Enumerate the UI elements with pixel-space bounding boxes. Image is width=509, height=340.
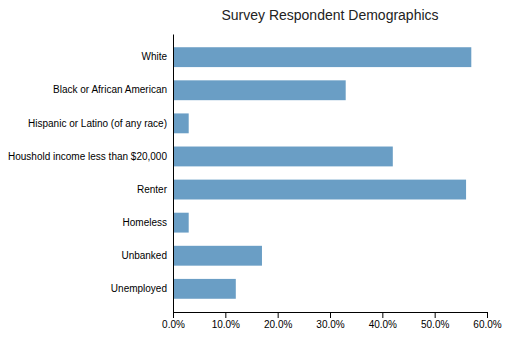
chart: 0.0% 10.0% 20.0% 30.0% 40.0% 50.0% 60.0% Unempl…	[0, 0, 509, 340]
y-tick-label: Houshold income less than $20,000	[8, 151, 167, 162]
x-tick: 0.0%	[162, 312, 185, 330]
y-tick: Houshold income less than $20,000	[8, 151, 173, 162]
x-tick-mark	[487, 312, 488, 318]
x-tick-label: 10.0%	[212, 319, 240, 330]
x-tick: 30.0%	[316, 312, 344, 330]
y-axis: Unemployed Unbanked Homeless Renter Houshold…	[8, 35, 174, 313]
y-tick-label: Black or African American	[53, 84, 167, 95]
y-tick: Homeless	[123, 217, 173, 228]
x-tick-mark	[435, 312, 436, 318]
x-tick: 10.0%	[212, 312, 240, 330]
bar	[173, 213, 189, 233]
bar	[173, 279, 236, 299]
y-tick-label: Hispanic or Latino (of any race)	[28, 118, 167, 129]
y-tick: Unbanked	[121, 250, 173, 261]
x-tick-mark	[225, 312, 226, 318]
x-tick-label: 20.0%	[264, 319, 292, 330]
bar	[173, 180, 466, 200]
y-tick-label: White	[141, 51, 167, 62]
bar	[173, 113, 189, 133]
x-tick-label: 40.0%	[369, 319, 397, 330]
y-tick: Black or African American	[53, 84, 173, 95]
y-tick: White	[141, 51, 173, 62]
x-tick: 40.0%	[369, 312, 397, 330]
bar	[173, 80, 346, 100]
y-tick-label: Homeless	[123, 217, 167, 228]
y-tick: Renter	[137, 184, 173, 195]
x-tick: 60.0%	[473, 312, 501, 330]
x-tick-label: 30.0%	[316, 319, 344, 330]
chart-title: Survey Respondent Demographics	[221, 7, 438, 23]
y-axis-line	[173, 35, 174, 313]
y-tick-label: Unbanked	[121, 250, 167, 261]
y-tick: Unemployed	[111, 283, 173, 294]
x-tick-mark	[330, 312, 331, 318]
y-tick-label: Unemployed	[111, 283, 167, 294]
bar	[173, 47, 471, 67]
y-tick-label: Renter	[137, 184, 168, 195]
x-tick-mark	[278, 312, 279, 318]
x-tick: 20.0%	[264, 312, 292, 330]
y-tick: Hispanic or Latino (of any race)	[28, 118, 173, 129]
plot-area: 0.0% 10.0% 20.0% 30.0% 40.0% 50.0% 60.0% Unempl…	[8, 35, 502, 331]
x-axis: 0.0% 10.0% 20.0% 30.0% 40.0% 50.0% 60.0%	[162, 312, 502, 330]
bar	[173, 246, 262, 266]
bars	[173, 47, 471, 299]
x-tick-label: 50.0%	[421, 319, 449, 330]
x-tick-label: 60.0%	[473, 319, 501, 330]
x-tick-mark	[382, 312, 383, 318]
x-tick-mark	[173, 312, 174, 318]
bar	[173, 147, 393, 167]
x-axis-line	[174, 313, 488, 319]
x-tick-label: 0.0%	[162, 319, 185, 330]
x-tick: 50.0%	[421, 312, 449, 330]
